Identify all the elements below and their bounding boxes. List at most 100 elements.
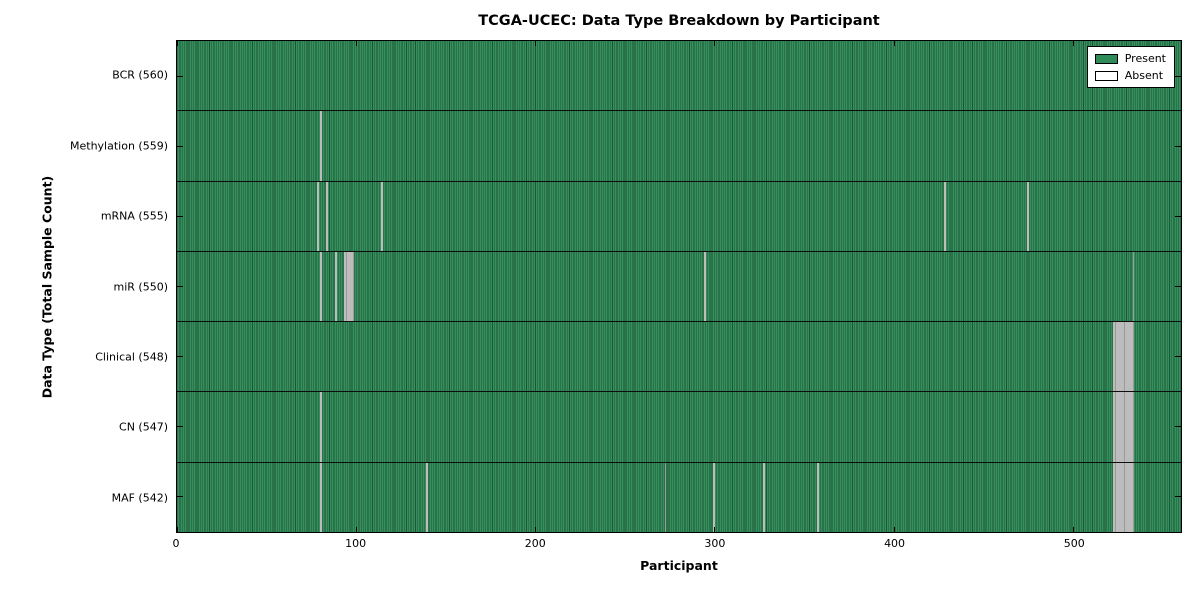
legend-absent-swatch — [1094, 70, 1118, 81]
y-tick-mark — [1175, 426, 1181, 428]
heatmap-row-Clinical — [177, 322, 1181, 393]
x-tick-label-0: 0 — [172, 537, 180, 550]
absent-cell — [316, 181, 319, 251]
absent-cell — [664, 462, 667, 532]
absent-cell — [1121, 462, 1124, 532]
x-tick-mark — [535, 527, 537, 532]
absent-cell — [352, 251, 355, 322]
absent-cell — [1125, 462, 1128, 532]
absent-cell — [320, 462, 323, 532]
x-axis-title: Participant — [640, 558, 718, 573]
x-tick-mark — [535, 41, 537, 46]
absent-cell — [1112, 462, 1115, 532]
heatmap-row-Methylation — [177, 111, 1181, 182]
absent-cell — [1112, 392, 1115, 462]
y-tick-mark — [177, 145, 183, 147]
absent-cell — [1114, 392, 1117, 462]
legend: Present Absent — [1086, 46, 1175, 88]
y-tick-label-CN: CN (547) — [119, 420, 168, 434]
absent-cell — [320, 392, 323, 462]
absent-cell — [320, 111, 323, 181]
x-tick-mark — [714, 41, 716, 46]
absent-cell — [347, 251, 350, 322]
heatmap-row-CN — [177, 392, 1181, 463]
absent-cell — [1112, 322, 1115, 392]
x-tick-mark — [355, 41, 357, 46]
absent-cell — [1132, 392, 1135, 462]
y-tick-mark — [177, 286, 183, 287]
x-tick-mark — [355, 527, 357, 532]
absent-cell — [1120, 322, 1122, 392]
absent-cell — [817, 462, 819, 532]
absent-cell — [1129, 462, 1131, 532]
absent-cell — [1116, 392, 1119, 462]
x-tick-mark — [1072, 527, 1074, 532]
absent-cell — [345, 251, 348, 322]
chart-title: TCGA-UCEC: Data Type Breakdown by Partic… — [478, 13, 880, 29]
absent-cell — [1114, 462, 1117, 532]
x-tick-label-500: 500 — [1063, 537, 1085, 550]
absent-cell — [1123, 322, 1126, 392]
x-tick-label-300: 300 — [704, 537, 726, 550]
absent-cell — [426, 462, 428, 532]
absent-cell — [334, 251, 337, 322]
absent-cell — [1120, 462, 1122, 532]
absent-cell — [1123, 462, 1126, 532]
absent-cell — [1130, 462, 1133, 532]
absent-cell — [1116, 462, 1119, 532]
legend-present-swatch — [1094, 53, 1118, 64]
absent-cell — [349, 251, 351, 322]
x-tick-mark — [1072, 41, 1074, 46]
absent-cell — [1127, 322, 1129, 392]
plot-area: Present Absent — [176, 40, 1182, 533]
absent-cell — [343, 251, 346, 322]
x-tick-mark — [893, 527, 895, 532]
absent-cell — [1118, 322, 1121, 392]
absent-cell — [1116, 322, 1119, 392]
x-tick-mark — [176, 527, 178, 532]
y-tick-mark — [177, 215, 183, 217]
absent-cell — [1130, 322, 1133, 392]
absent-cell — [763, 462, 766, 532]
absent-cell — [1127, 462, 1129, 532]
absent-cell — [325, 181, 328, 251]
x-tick-label-200: 200 — [524, 537, 546, 550]
y-tick-mark — [177, 75, 183, 77]
absent-cell — [1114, 322, 1117, 392]
absent-cell — [1123, 392, 1126, 462]
y-tick-labels: BCR (560) Methylation (559) mRNA (555) miR … — [0, 40, 168, 533]
x-tick-label-400: 400 — [884, 537, 906, 550]
absent-cell — [1120, 392, 1122, 462]
legend-absent-label: Absent — [1124, 69, 1164, 82]
y-tick-mark — [1175, 75, 1181, 77]
absent-cell — [1118, 392, 1121, 462]
heatmap-row-BCR — [177, 41, 1181, 112]
y-tick-label-MAF: MAF (542) — [111, 491, 168, 505]
x-tick-mark — [714, 527, 716, 532]
absent-cell — [1132, 251, 1135, 322]
x-tick-labels: 0 100 200 300 400 500 — [172, 537, 1182, 553]
absent-cell — [1125, 322, 1128, 392]
legend-entry-present: Present — [1094, 52, 1166, 65]
absent-cell — [1125, 392, 1128, 462]
y-tick-label-mRNA: mRNA (555) — [100, 209, 168, 223]
heatmap-row-miR — [177, 251, 1181, 323]
absent-cell — [1132, 462, 1135, 532]
heatmap-row-mRNA — [177, 181, 1181, 252]
y-tick-mark — [1175, 145, 1181, 147]
absent-cell — [944, 181, 947, 251]
absent-cell — [1121, 322, 1124, 392]
legend-present-label: Present — [1124, 52, 1166, 65]
y-tick-mark — [1175, 215, 1181, 217]
y-tick-label-miR: miR (550) — [113, 280, 169, 293]
absent-cell — [1129, 392, 1131, 462]
absent-cell — [1127, 392, 1129, 462]
y-tick-mark — [177, 496, 183, 498]
x-tick-label-100: 100 — [345, 537, 367, 550]
absent-cell — [320, 251, 323, 322]
y-tick-label-BCR: BCR (560) — [112, 68, 168, 82]
y-tick-label-Clinical: Clinical (548) — [95, 350, 168, 364]
y-tick-mark — [1175, 286, 1181, 287]
absent-cell — [1130, 392, 1133, 462]
